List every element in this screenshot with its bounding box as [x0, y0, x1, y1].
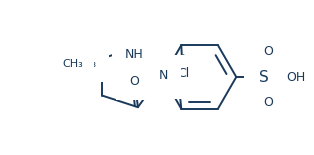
Text: CH₃: CH₃: [62, 59, 83, 69]
Text: N: N: [159, 69, 168, 82]
Text: O: O: [263, 45, 273, 58]
Text: S: S: [259, 69, 269, 84]
Text: Cl: Cl: [177, 67, 189, 80]
Text: O: O: [129, 75, 139, 88]
Text: O: O: [263, 96, 273, 109]
Text: NH: NH: [125, 48, 143, 61]
Text: OH: OH: [286, 71, 306, 84]
Text: CH₃: CH₃: [168, 73, 191, 86]
Text: CH₃: CH₃: [73, 57, 96, 70]
